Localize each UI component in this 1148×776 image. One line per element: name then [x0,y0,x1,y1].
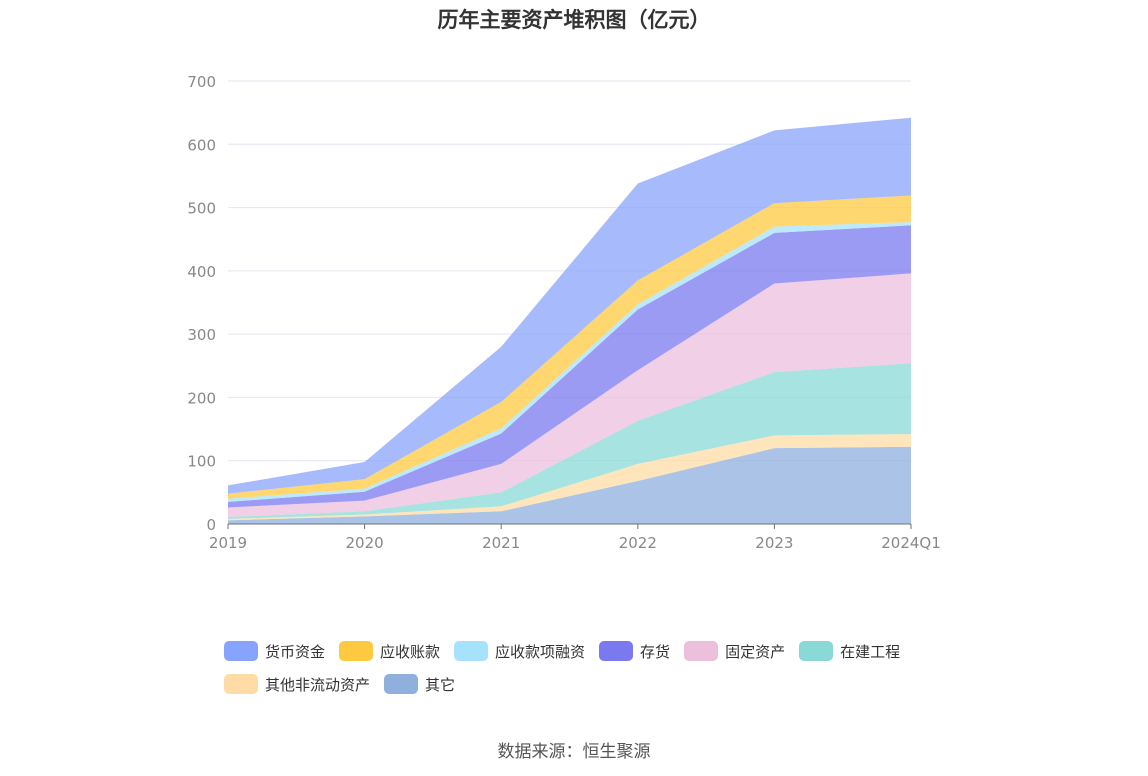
chart-title: 历年主要资产堆积图（亿元） [437,8,711,32]
area-其它 [228,446,911,524]
area-固定资产 [228,273,911,517]
source-label: 数据来源：恒生聚源 [497,742,651,762]
legend-label: 应收款项融资 [495,642,586,661]
legend-label: 应收账款 [380,642,441,661]
area-存货 [228,225,911,508]
legend-row: 货币资金 应收账款 应收款项融资 存货 固定资产 在建工程 [224,640,944,662]
axes: 0 100 200 300 400 500 600 700 2019 2020 2021 2022 20… [187,73,940,552]
area-应收账款 [228,195,911,499]
x-tick-label: 2024Q1 [881,534,941,552]
y-tick-label: 200 [187,389,216,407]
x-tick-label: 2020 [346,534,384,552]
x-tick-label: 2023 [755,534,793,552]
y-tick-label: 0 [206,516,216,534]
legend-swatch [384,674,419,694]
legend-label: 固定资产 [725,642,786,661]
x-tick-label: 2019 [209,534,247,552]
area-其他非流动资产 [228,434,911,521]
legend-item[interactable]: 应收账款 [339,641,440,662]
y-tick-label: 600 [187,136,216,154]
legend: 货币资金 应收账款 应收款项融资 存货 固定资产 在建工程其他非流动资产 其它 [224,640,944,706]
legend-swatch [799,641,834,661]
x-tick-label: 2022 [619,534,657,552]
legend-label: 其他非流动资产 [265,675,371,694]
legend-label: 货币资金 [265,642,326,661]
x-tick-label: 2021 [482,534,520,552]
legend-swatch [454,641,489,661]
stacked-area-chart: 0 100 200 300 400 500 600 700 2019 2020 2021 2022 20… [187,73,940,552]
area-货币资金 [228,117,911,494]
legend-swatch [224,641,258,661]
legend-item[interactable]: 货币资金 [224,641,325,662]
y-tick-label: 500 [187,200,216,218]
y-tick-label: 100 [187,453,216,471]
legend-swatch [339,641,374,661]
legend-swatch [684,641,719,661]
y-tick-label: 700 [187,73,216,91]
legend-label: 其它 [425,675,456,694]
area-series [228,117,911,524]
legend-swatch [599,641,634,661]
legend-label: 存货 [640,642,671,661]
y-tick-label: 300 [187,326,216,344]
legend-item[interactable]: 其他非流动资产 [224,674,370,695]
legend-label: 在建工程 [840,642,901,661]
legend-item[interactable]: 其它 [384,674,455,695]
area-在建工程 [228,363,911,519]
legend-item[interactable]: 存货 [599,641,670,662]
legend-swatch [224,674,258,694]
legend-item[interactable]: 在建工程 [799,641,900,662]
legend-item[interactable]: 固定资产 [684,641,785,662]
legend-item[interactable]: 应收款项融资 [454,641,585,662]
y-tick-label: 400 [187,263,216,281]
legend-row: 其他非流动资产 其它 [224,673,944,695]
